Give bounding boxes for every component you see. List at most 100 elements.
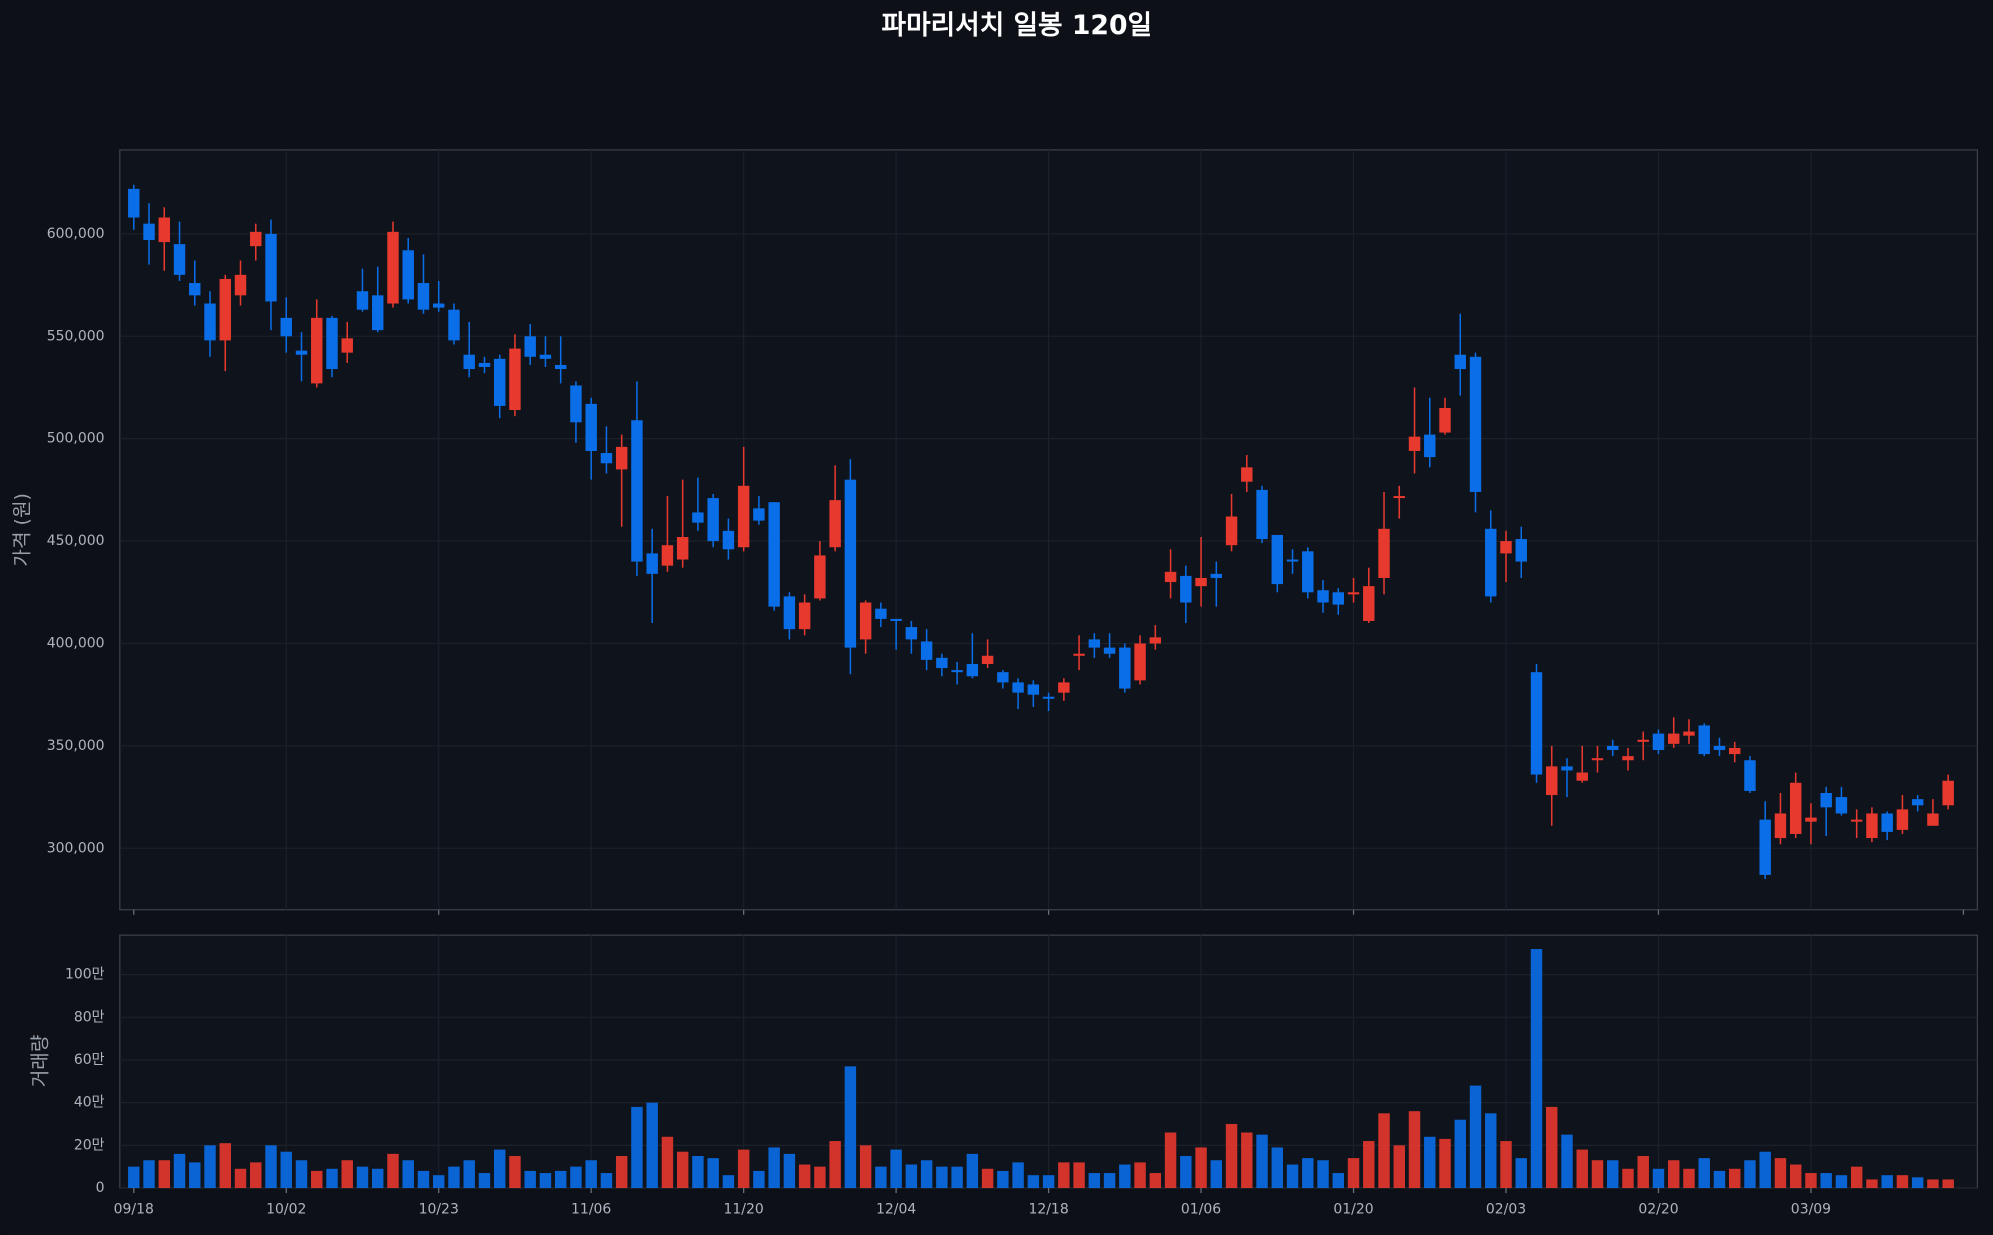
volume-bar	[1546, 1106, 1558, 1188]
candle-body	[1744, 760, 1756, 791]
candle-body	[1652, 733, 1665, 750]
volume-bar	[387, 1153, 399, 1188]
candle-body	[432, 303, 445, 308]
volume-bar	[1088, 1173, 1101, 1188]
x-tick-label: 11/20	[724, 1202, 764, 1218]
candle-body	[326, 317, 338, 370]
volume-bar	[1317, 1160, 1329, 1188]
candle-body	[1149, 637, 1162, 644]
candle-body	[1942, 780, 1954, 806]
candle-body	[1439, 407, 1451, 433]
volume-bar	[1683, 1168, 1695, 1188]
candle-body	[1866, 813, 1878, 839]
volume-bar	[311, 1170, 323, 1188]
volume-bar	[1927, 1179, 1939, 1188]
volume-bar	[570, 1166, 582, 1188]
candle-body	[250, 231, 262, 247]
candle-body	[1607, 745, 1619, 750]
y-tick-label: 600,000	[47, 226, 105, 242]
candle-body	[905, 627, 918, 640]
candle-body	[1896, 809, 1909, 830]
volume-bar	[1805, 1173, 1817, 1188]
volume-bar	[1911, 1177, 1924, 1188]
volume-bar	[814, 1166, 826, 1188]
candle-body	[1042, 696, 1055, 699]
candle-body	[1500, 541, 1512, 554]
candle-body	[951, 670, 963, 673]
volume-bar	[844, 1066, 857, 1188]
volume-bar	[448, 1166, 460, 1188]
candle-body	[1241, 467, 1253, 482]
candle-body	[920, 641, 933, 660]
candle-body	[1347, 592, 1360, 595]
candle-body	[554, 364, 567, 370]
volume-bar	[128, 1166, 140, 1188]
y-tick-label: 550,000	[47, 328, 105, 344]
candle-body	[1713, 745, 1726, 750]
candle-body	[1119, 647, 1131, 689]
candle-body	[1058, 682, 1070, 693]
volume-bar	[1119, 1164, 1131, 1188]
volume-bar	[1271, 1147, 1284, 1188]
candle-body	[1698, 725, 1710, 755]
volume-bar	[234, 1168, 247, 1188]
volume-bar	[493, 1149, 506, 1188]
volume-bar	[707, 1158, 719, 1188]
volume-bar	[1424, 1136, 1436, 1188]
candle-body	[615, 446, 628, 470]
candle-body	[737, 485, 750, 548]
candle-body	[1073, 653, 1085, 656]
volume-bar	[966, 1153, 979, 1188]
volume-bar	[1103, 1173, 1116, 1188]
volume-bar	[1850, 1166, 1863, 1188]
candle-body	[1027, 684, 1040, 695]
candle-body	[1485, 528, 1497, 597]
volume-bar	[509, 1155, 521, 1188]
volume-bar	[1652, 1168, 1665, 1188]
volume-bar	[646, 1102, 658, 1188]
candle-body	[387, 231, 399, 304]
candle-body	[844, 479, 857, 648]
candle-body	[204, 303, 216, 341]
volume-bar	[1607, 1160, 1619, 1188]
y-tick-label: 500,000	[47, 431, 105, 447]
candle-body	[875, 608, 887, 619]
volume-bar	[1820, 1173, 1832, 1188]
volume-bar	[280, 1151, 292, 1188]
candle-body	[829, 500, 841, 548]
candle-body	[585, 403, 597, 451]
volume-bar	[524, 1170, 536, 1188]
volume-bar	[1378, 1113, 1390, 1188]
chart-title: 파마리서치 일봉 120일	[882, 10, 1153, 41]
volume-bar	[1500, 1141, 1512, 1188]
candle-body	[859, 602, 872, 640]
candle-body	[158, 217, 170, 243]
volume-bar	[1225, 1123, 1238, 1188]
candle-body	[539, 354, 552, 359]
x-tick-label: 10/02	[266, 1202, 306, 1218]
candle-body	[1911, 799, 1924, 806]
volume-bar	[692, 1155, 704, 1188]
candle-body	[1286, 559, 1299, 562]
x-tick-label: 03/09	[1791, 1202, 1831, 1218]
volume-bar	[173, 1153, 186, 1188]
volume-bar	[753, 1170, 765, 1188]
x-tick-label: 09/18	[114, 1202, 154, 1218]
candle-body	[692, 512, 704, 523]
candle-body	[402, 250, 414, 300]
candle-body	[173, 244, 186, 275]
candle-body	[265, 233, 277, 302]
volume-bar	[1485, 1113, 1497, 1188]
candle-body	[1210, 573, 1223, 578]
volume-bar	[1012, 1162, 1024, 1188]
x-tick-label: 01/20	[1333, 1202, 1373, 1218]
volume-bar	[1042, 1175, 1055, 1188]
volume-bar	[1728, 1168, 1741, 1188]
volume-bar	[1180, 1155, 1192, 1188]
candle-body	[1515, 539, 1527, 562]
candle-body	[783, 596, 796, 630]
candle-body	[936, 657, 948, 669]
candle-body	[219, 278, 231, 341]
volume-bar	[768, 1147, 780, 1188]
candle-body	[1789, 782, 1802, 834]
